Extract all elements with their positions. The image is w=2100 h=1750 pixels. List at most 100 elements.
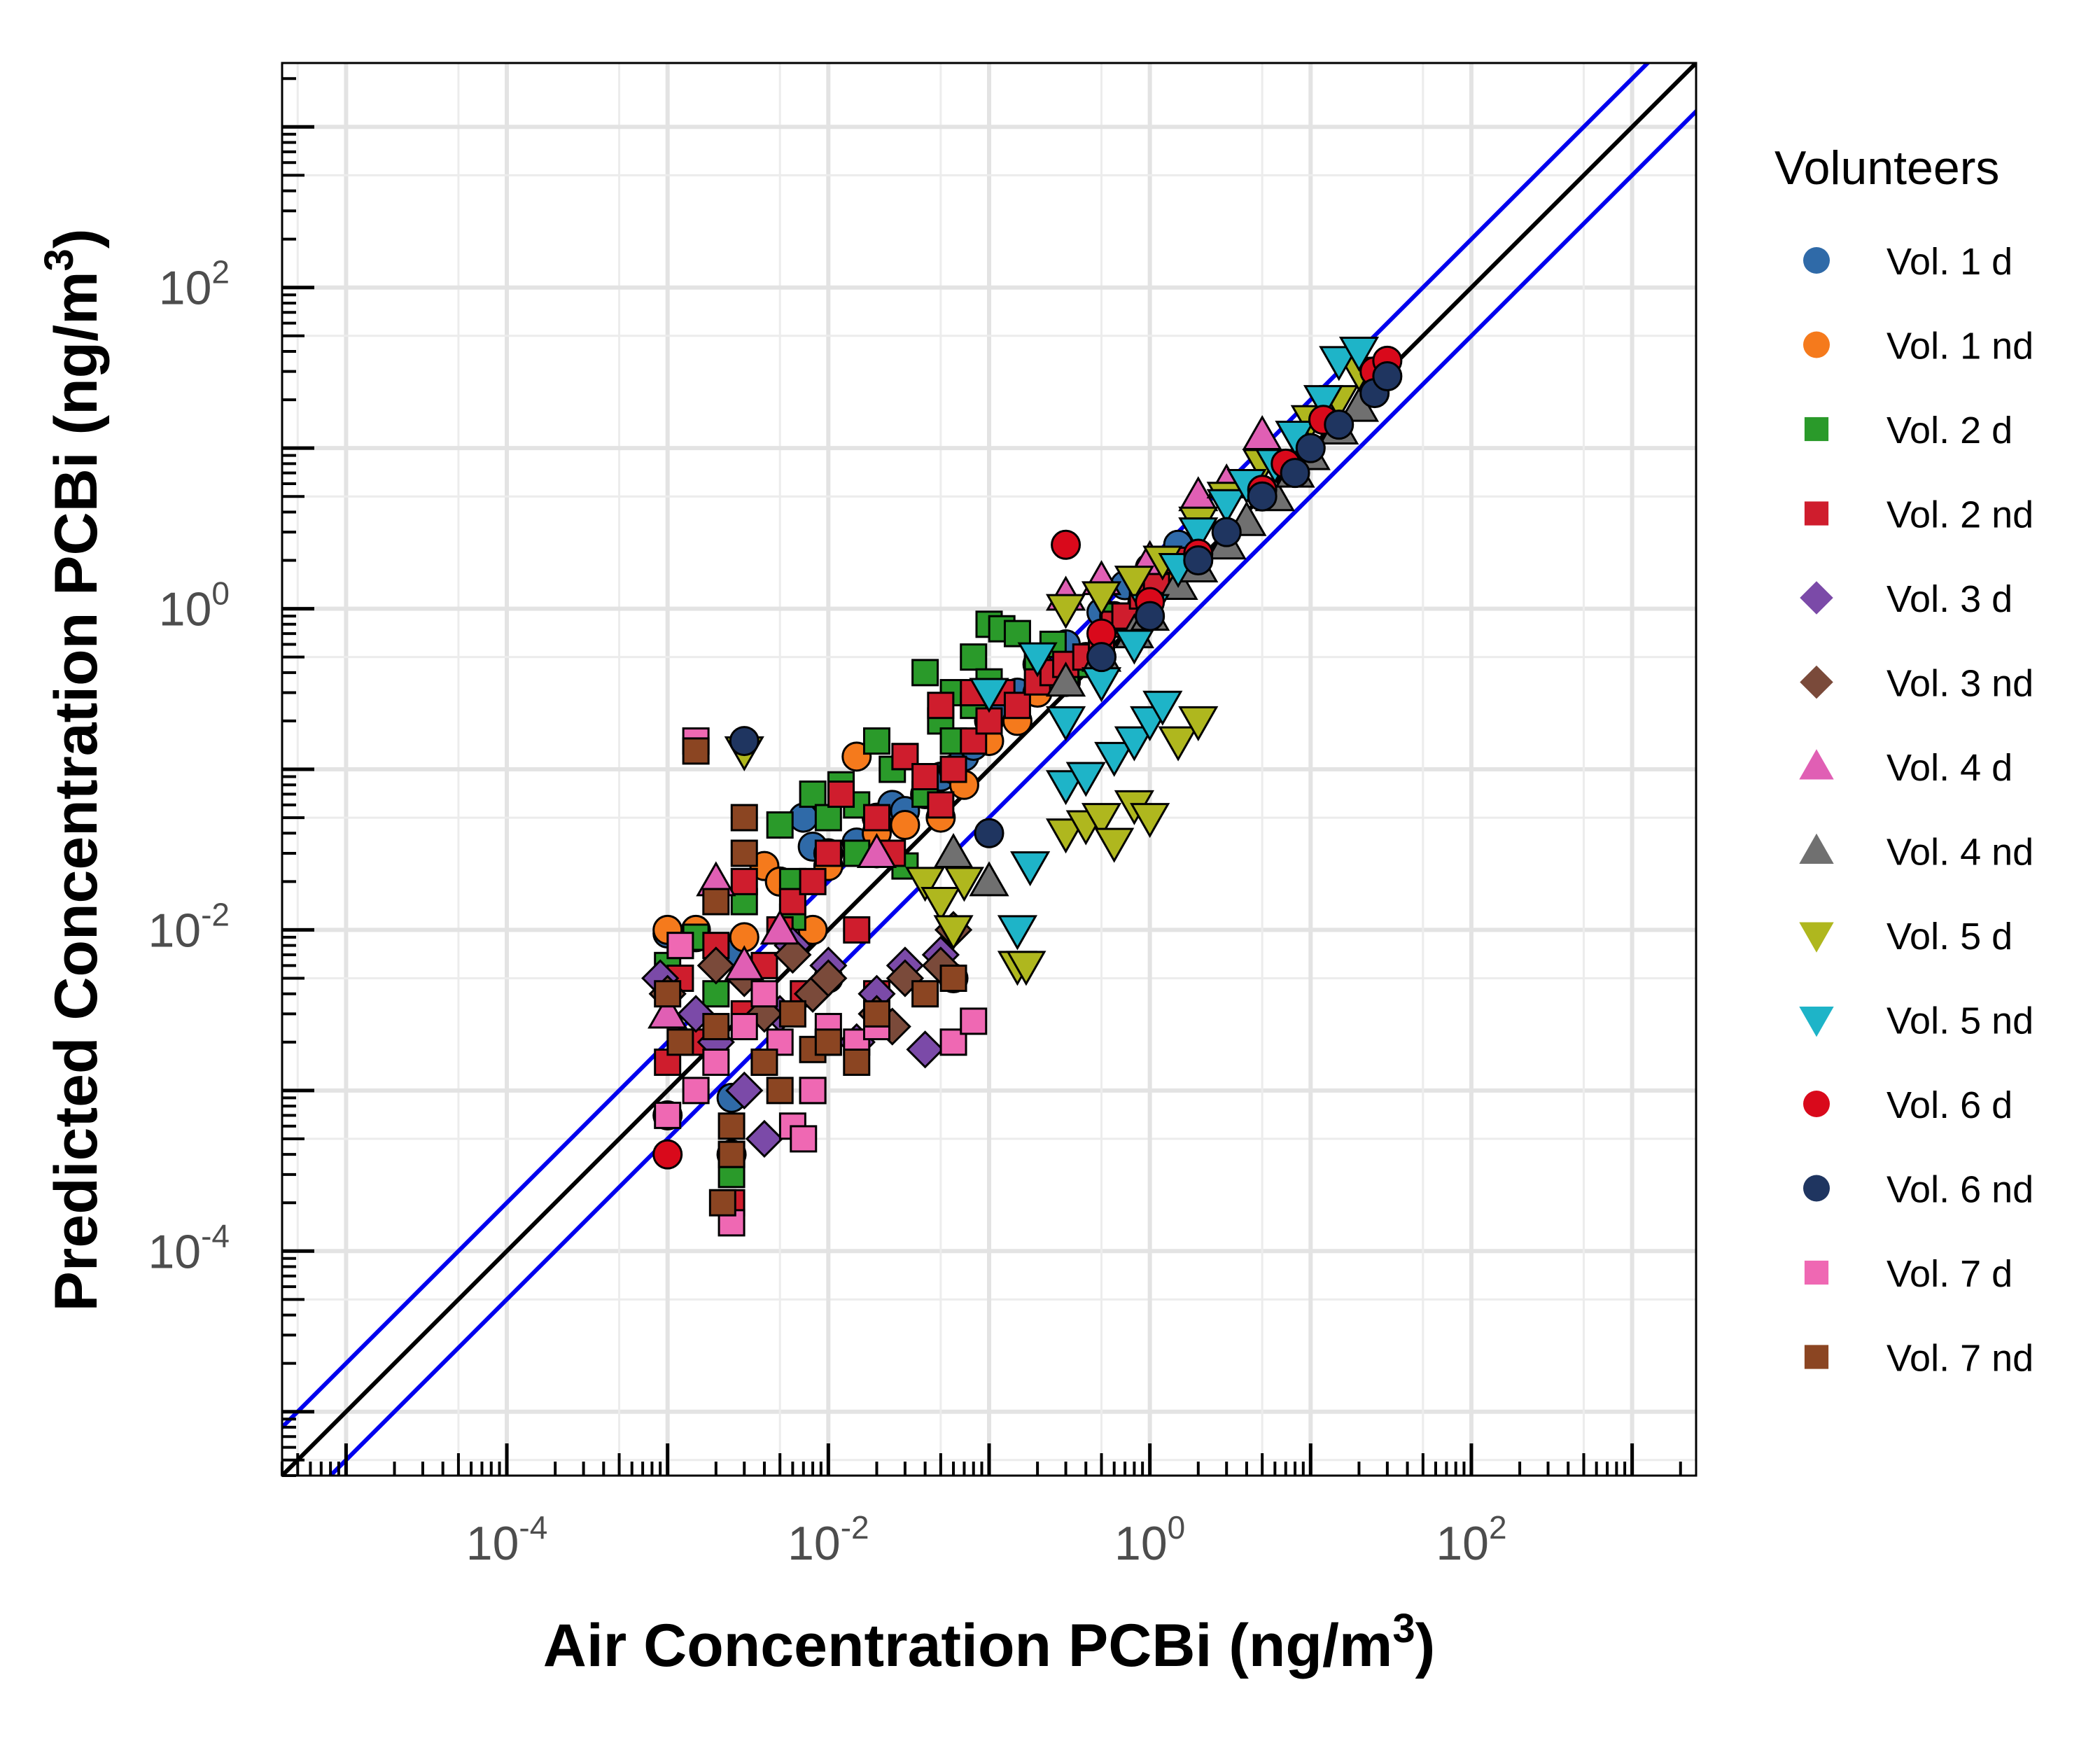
legend-label: Vol. 4 nd bbox=[1886, 832, 2033, 874]
legend-marker bbox=[1800, 581, 1833, 615]
data-point bbox=[702, 1013, 730, 1041]
data-point bbox=[666, 932, 694, 960]
data-point bbox=[724, 945, 764, 981]
y-tick-label: 10-4 bbox=[148, 1217, 230, 1278]
legend-label: Vol. 2 nd bbox=[1886, 494, 2033, 536]
data-point bbox=[969, 678, 1009, 713]
reference-line-1-1 bbox=[282, 63, 1696, 1476]
legend-label: Vol. 1 nd bbox=[1886, 326, 2033, 368]
data-point bbox=[944, 867, 985, 902]
x-axis-title: Air Concentration PCBi (ng/m3) bbox=[543, 1606, 1435, 1679]
data-point bbox=[730, 1013, 758, 1041]
data-point bbox=[1045, 662, 1086, 697]
legend-label: Vol. 6 nd bbox=[1886, 1169, 2033, 1211]
data-point bbox=[682, 737, 710, 765]
data-point bbox=[1051, 529, 1082, 560]
data-point bbox=[911, 659, 939, 687]
data-point bbox=[718, 1112, 746, 1140]
legend-marker bbox=[1803, 247, 1830, 274]
data-point bbox=[927, 791, 955, 819]
data-point bbox=[790, 1125, 818, 1153]
data-point bbox=[1178, 706, 1219, 741]
legend-marker bbox=[1804, 501, 1829, 526]
data-point bbox=[1010, 851, 1051, 887]
data-point bbox=[666, 1028, 694, 1056]
data-point bbox=[1280, 458, 1310, 489]
data-point bbox=[814, 839, 842, 867]
legend-label: Vol. 3 nd bbox=[1886, 663, 2033, 705]
data-point bbox=[1086, 642, 1117, 673]
data-point bbox=[648, 993, 688, 1029]
data-point bbox=[654, 1101, 682, 1129]
x-tick-label: 100 bbox=[1114, 1509, 1185, 1570]
data-point bbox=[1006, 951, 1046, 986]
data-point bbox=[696, 946, 735, 985]
data-point bbox=[960, 643, 988, 671]
data-point bbox=[1114, 726, 1154, 762]
data-point bbox=[788, 802, 819, 833]
grid-lines bbox=[282, 63, 1696, 1476]
data-point bbox=[905, 867, 946, 902]
legend-label: Vol. 3 d bbox=[1886, 578, 2012, 620]
data-point bbox=[1045, 770, 1086, 806]
data-point bbox=[1206, 489, 1247, 524]
data-point bbox=[766, 811, 794, 839]
data-point bbox=[730, 867, 758, 895]
data-point bbox=[1065, 762, 1106, 797]
data-point bbox=[1094, 827, 1135, 863]
data-point bbox=[1017, 642, 1058, 678]
data-point bbox=[960, 1007, 988, 1035]
data-point bbox=[1338, 337, 1380, 372]
data-point bbox=[1003, 620, 1031, 648]
data-point bbox=[725, 1071, 764, 1110]
data-point bbox=[778, 1000, 806, 1028]
data-point bbox=[911, 980, 939, 1008]
data-point bbox=[1324, 410, 1354, 440]
data-point bbox=[730, 804, 758, 832]
legend-marker bbox=[1803, 1175, 1830, 1202]
data-point bbox=[729, 726, 760, 757]
data-point bbox=[1211, 517, 1242, 547]
data-point bbox=[809, 959, 848, 997]
reference-line-lower-bound bbox=[327, 108, 1696, 1476]
data-point bbox=[927, 692, 955, 720]
data-point bbox=[969, 861, 1009, 897]
legend-label: Vol. 7 d bbox=[1886, 1253, 2012, 1295]
legend-marker bbox=[1799, 1006, 1834, 1037]
x-tick-label: 10-2 bbox=[788, 1509, 869, 1570]
data-point bbox=[1045, 706, 1086, 741]
axes: 10-4 10-2 100 102 10-4 10-2 100 102 bbox=[148, 77, 1682, 1570]
data-point bbox=[1303, 385, 1344, 421]
legend-label: Vol. 2 d bbox=[1886, 410, 2012, 451]
data-point bbox=[1114, 629, 1154, 665]
series-vol-7-nd bbox=[654, 737, 967, 1217]
legend-label: Vol. 6 d bbox=[1886, 1084, 2012, 1126]
legend-marker bbox=[1799, 922, 1834, 953]
data-points bbox=[641, 337, 1403, 1237]
data-point bbox=[814, 1028, 842, 1056]
data-point bbox=[862, 804, 890, 832]
data-point bbox=[1114, 566, 1154, 601]
data-point bbox=[1178, 517, 1219, 553]
data-point bbox=[856, 832, 897, 868]
data-point bbox=[654, 980, 682, 1008]
legend-label: Vol. 1 d bbox=[1886, 241, 2012, 283]
data-point bbox=[799, 780, 827, 808]
data-point bbox=[708, 1189, 736, 1217]
legend-label: Vol. 5 d bbox=[1886, 916, 2012, 958]
y-tick-label: 10-2 bbox=[148, 896, 230, 957]
legend-marker bbox=[1800, 665, 1833, 699]
data-point bbox=[702, 980, 730, 1008]
data-point bbox=[843, 916, 871, 944]
data-point bbox=[718, 1140, 746, 1168]
data-point bbox=[933, 915, 974, 951]
legend-label: Vol. 4 d bbox=[1886, 747, 2012, 789]
data-point bbox=[862, 1000, 890, 1028]
data-point bbox=[702, 1048, 730, 1076]
data-point bbox=[1045, 594, 1086, 629]
data-point bbox=[1130, 803, 1170, 839]
legend-marker bbox=[1804, 416, 1829, 442]
data-point bbox=[702, 888, 730, 916]
legend: Volunteers Vol. 1 d Vol. 1 nd Vol. 2 d Vol.… bbox=[1774, 141, 2033, 1380]
